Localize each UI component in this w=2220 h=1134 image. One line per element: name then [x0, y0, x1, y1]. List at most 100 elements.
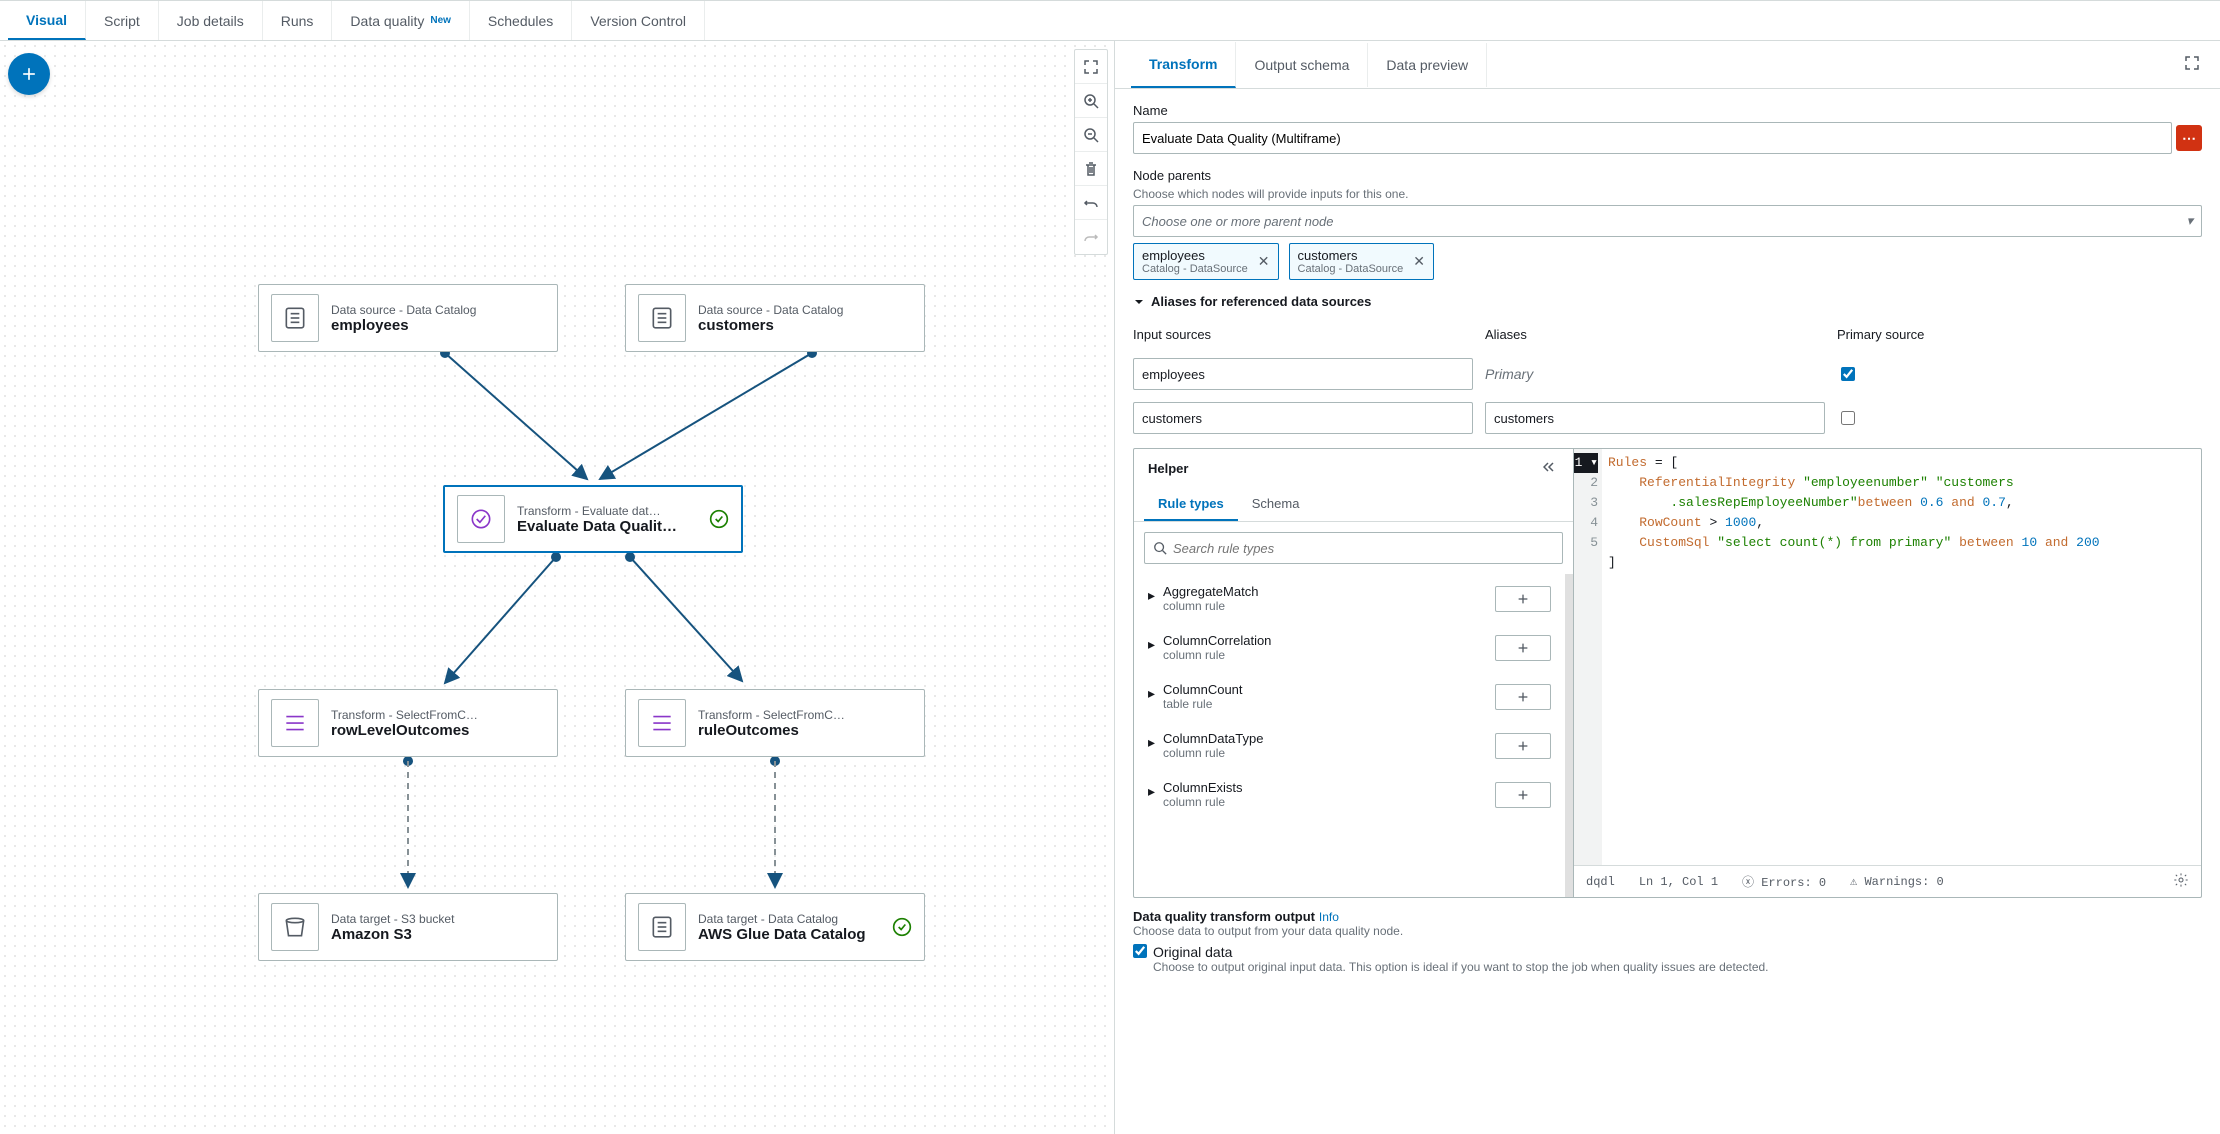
rule-row[interactable]: ▸ColumnExistscolumn rule — [1134, 770, 1565, 819]
collapse-icon[interactable] — [1543, 459, 1559, 478]
rule-desc: column rule — [1163, 746, 1263, 760]
rule-search-box[interactable] — [1144, 532, 1563, 564]
aliases-toggle[interactable]: Aliases for referenced data sources — [1133, 294, 2202, 309]
rule-row[interactable]: ▸ColumnCorrelationcolumn rule — [1134, 623, 1565, 672]
add-rule-button[interactable] — [1495, 586, 1551, 612]
helper-tab-schema[interactable]: Schema — [1238, 488, 1314, 521]
rule-name: ColumnCorrelation — [1163, 633, 1271, 648]
rule-desc: table rule — [1163, 697, 1243, 711]
alias-input-1[interactable]: customers — [1133, 402, 1473, 434]
code-editor[interactable]: 1 ▾2 345 Rules = [ ReferentialIntegrity … — [1574, 449, 2201, 897]
errors-count: ⓧ Errors: 0 — [1742, 873, 1826, 890]
primary-checkbox-1[interactable] — [1841, 411, 1855, 425]
database-icon — [271, 294, 319, 342]
code-content[interactable]: Rules = [ ReferentialIntegrity "employee… — [1602, 449, 2201, 865]
aliases-header: Aliases — [1485, 323, 1825, 346]
node-menu-button[interactable]: ⋯ — [2176, 125, 2202, 151]
redo-icon[interactable] — [1075, 220, 1107, 254]
rule-name: ColumnDataType — [1163, 731, 1263, 746]
node-rule-outcomes[interactable]: Transform - SelectFromC…ruleOutcomes — [625, 689, 925, 757]
dq-output-desc: Choose data to output from your data qua… — [1133, 924, 2202, 938]
name-input[interactable] — [1133, 122, 2172, 154]
tab-visual[interactable]: Visual — [8, 1, 86, 40]
node-glue-target[interactable]: Data target - Data CatalogAWS Glue Data … — [625, 893, 925, 961]
caret-icon: ▸ — [1148, 783, 1155, 800]
select-icon — [271, 699, 319, 747]
bucket-icon — [271, 903, 319, 951]
helper-title: Helper — [1148, 461, 1188, 476]
node-s3-target[interactable]: Data target - S3 bucketAmazon S3 — [258, 893, 558, 961]
tab-job-details[interactable]: Job details — [159, 1, 263, 40]
original-data-label: Original data — [1153, 944, 1232, 960]
database-icon — [638, 294, 686, 342]
undo-icon[interactable] — [1075, 186, 1107, 220]
parent-chip-customers: customersCatalog - DataSource ✕ — [1289, 243, 1435, 280]
panel-tab-transform[interactable]: Transform — [1131, 42, 1236, 88]
original-data-checkbox[interactable] — [1133, 944, 1147, 958]
parents-desc: Choose which nodes will provide inputs f… — [1133, 187, 2202, 201]
helper-tab-rules[interactable]: Rule types — [1144, 488, 1238, 521]
add-rule-button[interactable] — [1495, 733, 1551, 759]
alias-input-0[interactable]: employees — [1133, 358, 1473, 390]
tab-version-control[interactable]: Version Control — [572, 1, 705, 40]
expand-icon[interactable] — [2180, 51, 2204, 78]
name-label: Name — [1133, 103, 2202, 118]
helper-panel: Helper Rule types Schema ▸ AggregateMatch… — [1134, 449, 1574, 897]
add-rule-button[interactable] — [1495, 782, 1551, 808]
remove-chip-icon[interactable]: ✕ — [1258, 253, 1270, 270]
parents-select[interactable]: Choose one or more parent node ▾ — [1133, 205, 2202, 237]
database-icon — [638, 903, 686, 951]
check-icon — [892, 917, 912, 937]
quality-icon — [457, 495, 505, 543]
top-tabs: Visual Script Job details Runs Data qual… — [0, 1, 2220, 41]
panel-tab-output-schema[interactable]: Output schema — [1236, 43, 1368, 87]
parent-chip-employees: employeesCatalog - DataSource ✕ — [1133, 243, 1279, 280]
original-data-desc: Choose to output original input data. Th… — [1153, 960, 2202, 974]
tab-runs[interactable]: Runs — [263, 1, 333, 40]
fit-icon[interactable] — [1075, 50, 1107, 84]
rule-name: ColumnCount — [1163, 682, 1243, 697]
caret-icon: ▸ — [1148, 587, 1155, 604]
add-rule-button[interactable] — [1495, 684, 1551, 710]
node-evaluate-dq[interactable]: Transform - Evaluate dat…Evaluate Data Q… — [443, 485, 743, 553]
properties-panel: Transform Output schema Data preview Nam… — [1115, 41, 2220, 1134]
chevron-down-icon: ▾ — [2186, 213, 2193, 229]
lang-label: dqdl — [1586, 875, 1615, 889]
info-link[interactable]: Info — [1319, 910, 1339, 924]
primary-checkbox-0[interactable] — [1841, 367, 1855, 381]
primary-header: Primary source — [1837, 323, 1957, 346]
settings-icon[interactable] — [2173, 872, 2189, 892]
tab-schedules[interactable]: Schedules — [470, 1, 572, 40]
zoom-in-icon[interactable] — [1075, 84, 1107, 118]
rule-row[interactable]: ▸AggregateMatchcolumn rule — [1134, 574, 1565, 623]
panel-tab-data-preview[interactable]: Data preview — [1368, 43, 1487, 87]
tab-data-quality[interactable]: Data qualityNew — [332, 1, 470, 40]
delete-icon[interactable] — [1075, 152, 1107, 186]
node-employees-source[interactable]: Data source - Data Catalogemployees — [258, 284, 558, 352]
canvas[interactable]: Data source - Data Catalogemployees Data… — [0, 41, 1115, 1134]
add-rule-button[interactable] — [1495, 635, 1551, 661]
cursor-pos: Ln 1, Col 1 — [1639, 875, 1718, 889]
rule-desc: column rule — [1163, 795, 1242, 809]
search-icon — [1153, 541, 1167, 555]
dq-output-title: Data quality transform output — [1133, 909, 1315, 924]
node-customers-source[interactable]: Data source - Data Catalogcustomers — [625, 284, 925, 352]
check-icon — [709, 509, 729, 529]
node-row-outcomes[interactable]: Transform - SelectFromC…rowLevelOutcomes — [258, 689, 558, 757]
rule-row[interactable]: ▸ ColumnDataTypecolumn rule — [1134, 721, 1565, 770]
new-badge: New — [430, 15, 451, 26]
caret-icon: ▸ — [1148, 734, 1155, 751]
remove-chip-icon[interactable]: ✕ — [1413, 253, 1425, 270]
add-node-button[interactable] — [8, 53, 50, 95]
alias-value-1[interactable]: customers — [1485, 402, 1825, 434]
rule-desc: column rule — [1163, 648, 1271, 662]
rule-search-input[interactable] — [1173, 541, 1554, 556]
warnings-count: ⚠ Warnings: 0 — [1850, 874, 1944, 889]
canvas-toolbar — [1074, 49, 1108, 255]
tab-script[interactable]: Script — [86, 1, 159, 40]
rule-name: AggregateMatch — [1163, 584, 1258, 599]
input-sources-header: Input sources — [1133, 323, 1473, 346]
caret-icon: ▸ — [1148, 685, 1155, 702]
zoom-out-icon[interactable] — [1075, 118, 1107, 152]
rule-row[interactable]: ▸ ColumnCounttable rule — [1134, 672, 1565, 721]
